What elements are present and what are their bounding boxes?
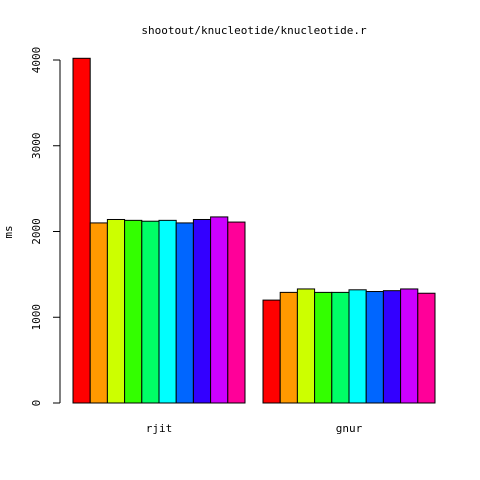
chart-title: shootout/knucleotide/knucleotide.r	[141, 24, 367, 37]
y-tick-label: 1000	[30, 304, 43, 331]
bar-gnur-8	[382, 290, 402, 404]
y-tick-label: 4000	[30, 47, 43, 74]
bar-rjit-4	[124, 219, 143, 404]
x-category-label-gnur: gnur	[336, 422, 363, 435]
bar-gnur-5	[331, 291, 350, 404]
bar-gnur-3	[296, 288, 316, 404]
y-axis: 0 1000 2000 3000 4000	[30, 47, 61, 407]
y-axis-label: ms	[2, 225, 15, 238]
bar-rjit-2	[89, 222, 108, 404]
bar-rjit-1	[72, 57, 91, 404]
bar-rjit-7	[175, 222, 194, 404]
bar-gnur-1	[262, 299, 281, 404]
bar-rjit-3	[106, 218, 126, 404]
y-tick-label: 2000	[30, 218, 43, 245]
y-tick-label: 3000	[30, 133, 43, 160]
bar-gnur-4	[314, 291, 333, 404]
bar-rjit-9	[210, 216, 229, 404]
x-category-labels: rjit gnur	[146, 422, 363, 435]
bar-rjit-10	[227, 221, 246, 404]
bar-rjit-8	[192, 218, 212, 404]
bar-rjit-5	[141, 220, 160, 404]
y-tick-label: 0	[30, 400, 43, 407]
bar-rjit-6	[158, 219, 177, 404]
bar-gnur-10	[417, 292, 436, 404]
bar-gnur-7	[365, 291, 384, 404]
bars-group	[72, 57, 436, 404]
bar-gnur-2	[279, 291, 298, 404]
bar-gnur-6	[348, 289, 367, 404]
bar-gnur-9	[400, 288, 419, 404]
x-category-label-rjit: rjit	[146, 422, 173, 435]
